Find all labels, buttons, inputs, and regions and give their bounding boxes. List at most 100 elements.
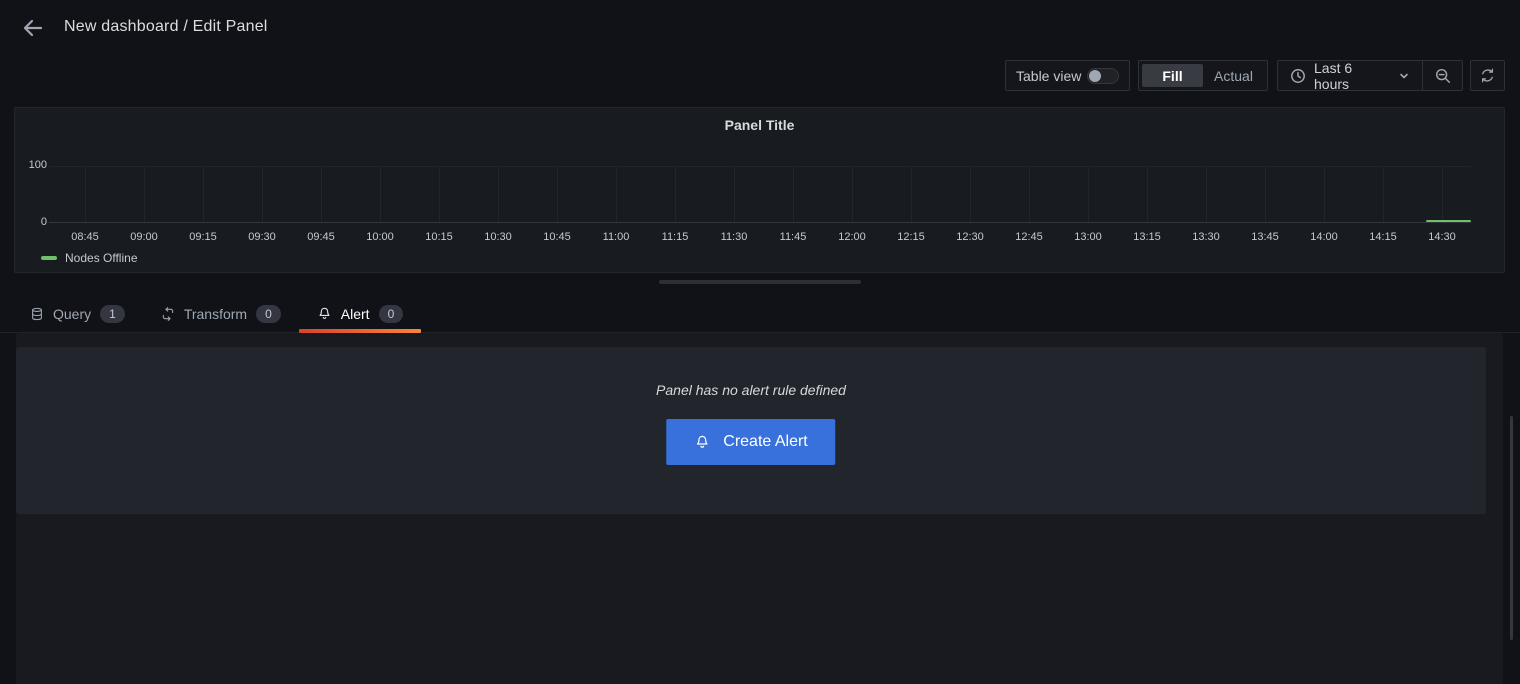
x-tick-label: 09:15 — [189, 231, 217, 243]
y-tick-label-100: 100 — [28, 159, 47, 171]
zoom-out-icon — [1434, 67, 1452, 85]
tab-query-count: 1 — [100, 304, 125, 323]
x-tick-label: 12:30 — [956, 231, 984, 243]
x-tick-label: 12:15 — [897, 231, 925, 243]
gridline-x — [911, 166, 912, 222]
gridline-x — [1324, 166, 1325, 222]
x-tick-label: 10:15 — [425, 231, 453, 243]
gridline-x — [793, 166, 794, 222]
x-tick-label: 12:00 — [838, 231, 866, 243]
legend-item[interactable]: Nodes Offline — [41, 251, 138, 265]
panel-title[interactable]: Panel Title — [724, 117, 795, 133]
view-mode-actual-button[interactable]: Actual — [1214, 67, 1253, 84]
active-tab-indicator — [298, 329, 422, 333]
alert-empty-message: Panel has no alert rule defined — [656, 382, 846, 398]
x-tick-label: 10:45 — [543, 231, 571, 243]
refresh-button[interactable] — [1470, 60, 1505, 91]
legend-label: Nodes Offline — [65, 251, 138, 265]
view-mode-fill-button[interactable]: Fill — [1142, 64, 1203, 87]
x-tick-label: 13:45 — [1251, 231, 1279, 243]
tab-alert[interactable]: Alert 0 — [298, 295, 422, 333]
time-picker-group: Last 6 hours — [1277, 59, 1463, 92]
x-tick-label: 13:00 — [1074, 231, 1102, 243]
gridline-y100 — [49, 166, 1471, 167]
x-tick-label: 09:30 — [248, 231, 276, 243]
gridline-x — [675, 166, 676, 222]
x-tick-label: 08:45 — [71, 231, 99, 243]
clock-icon — [1290, 68, 1306, 84]
gridline-x — [1383, 166, 1384, 222]
table-view-label: Table view — [1016, 67, 1082, 84]
gridline-x — [498, 166, 499, 222]
gridline-x — [970, 166, 971, 222]
x-tick-label: 11:45 — [779, 231, 807, 243]
x-tick-label: 13:15 — [1133, 231, 1161, 243]
page-title: New dashboard / Edit Panel — [64, 18, 268, 35]
x-tick-label: 13:30 — [1192, 231, 1220, 243]
vertical-scrollbar-thumb[interactable] — [1510, 416, 1513, 640]
gridline-x — [262, 166, 263, 222]
x-tick-label: 11:15 — [661, 231, 689, 243]
alert-tab-content: Panel has no alert rule defined Create A… — [16, 333, 1503, 684]
chevron-down-icon — [1398, 70, 1410, 82]
table-view-toggle[interactable]: Table view — [1005, 60, 1130, 91]
gridline-x — [557, 166, 558, 222]
legend-swatch — [41, 256, 57, 260]
gridline-x — [321, 166, 322, 222]
x-tick-label: 14:15 — [1369, 231, 1397, 243]
tab-bar: Query 1 Transform 0 Alert 0 — [0, 295, 1520, 333]
tab-label: Query — [53, 305, 92, 322]
gridline-x — [852, 166, 853, 222]
bell-icon — [317, 306, 332, 321]
y-tick-label-0: 0 — [40, 216, 47, 228]
gridline-x — [1206, 166, 1207, 222]
gridline-x — [1088, 166, 1089, 222]
database-icon — [30, 307, 44, 321]
time-zoom-out-button[interactable] — [1422, 61, 1462, 90]
chart-panel: Panel Title 100 0 08:45 09:00 09:15 09:30 09… — [14, 107, 1505, 273]
x-tick-label: 14:00 — [1310, 231, 1338, 243]
tab-query[interactable]: Query 1 — [12, 295, 143, 332]
gridline-x — [203, 166, 204, 222]
tab-label: Alert — [340, 305, 370, 322]
x-tick-label: 10:00 — [366, 231, 394, 243]
tab-label: Transform — [183, 305, 248, 322]
series-line-nodes-offline — [1426, 220, 1471, 222]
back-button[interactable] — [18, 13, 48, 43]
x-tick-label: 12:45 — [1015, 231, 1043, 243]
x-tick-label: 10:30 — [484, 231, 512, 243]
x-axis-line — [49, 222, 1471, 223]
create-alert-button[interactable]: Create Alert — [666, 419, 836, 465]
tab-transform-count: 0 — [256, 304, 281, 323]
gridline-x — [1147, 166, 1148, 222]
table-view-switch[interactable] — [1087, 67, 1119, 84]
x-tick-label: 09:00 — [130, 231, 158, 243]
x-tick-label: 11:30 — [720, 231, 748, 243]
time-range-button[interactable]: Last 6 hours — [1278, 59, 1422, 92]
gridline-x — [616, 166, 617, 222]
gridline-x — [380, 166, 381, 222]
x-tick-label: 11:00 — [602, 231, 630, 243]
gridline-x — [1442, 166, 1443, 222]
alert-empty-panel: Panel has no alert rule defined Create A… — [16, 347, 1486, 514]
process-icon — [161, 306, 175, 321]
view-mode-group: Fill Actual — [1138, 60, 1268, 91]
arrow-left-icon — [21, 16, 45, 40]
create-alert-label: Create Alert — [723, 433, 808, 450]
x-tick-label: 14:30 — [1428, 231, 1456, 243]
bell-icon — [694, 434, 710, 450]
gridline-x — [1265, 166, 1266, 222]
gridline-x — [144, 166, 145, 222]
toggle-knob — [1089, 69, 1101, 82]
gridline-x — [85, 166, 86, 222]
gridline-x — [439, 166, 440, 222]
gridline-x — [1029, 166, 1030, 222]
gridline-x — [734, 166, 735, 222]
time-range-label: Last 6 hours — [1314, 59, 1353, 92]
x-tick-label: 09:45 — [307, 231, 335, 243]
tab-alert-count: 0 — [378, 304, 404, 323]
pane-resize-handle[interactable] — [659, 280, 861, 284]
tab-transform[interactable]: Transform 0 — [143, 295, 299, 332]
refresh-icon — [1479, 67, 1496, 84]
